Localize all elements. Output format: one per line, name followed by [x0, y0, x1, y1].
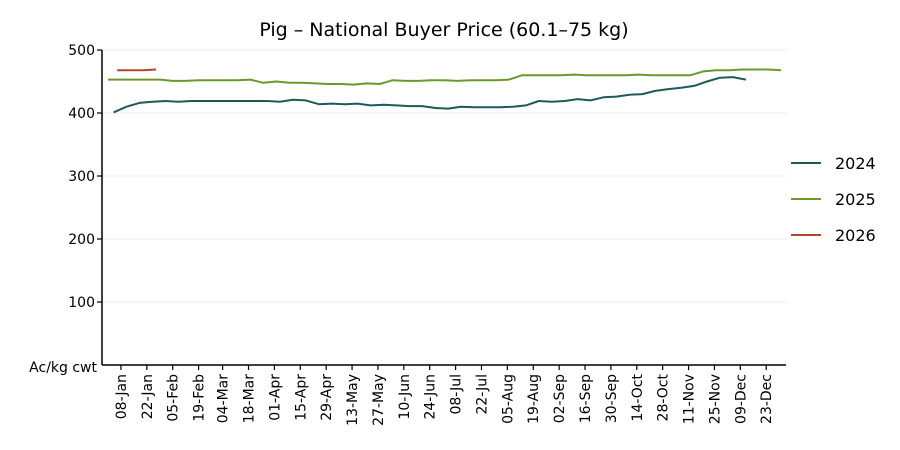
y-tick-label: 200 — [68, 232, 95, 248]
x-tick-label: 05-Aug — [500, 374, 516, 424]
x-tick-label: 22-Jul — [474, 374, 490, 415]
x-tick-label: 10-Jun — [397, 374, 413, 420]
y-tick-label: 300 — [68, 169, 95, 185]
x-tick-label: 24-Jun — [423, 374, 439, 420]
x-tick-label: 22-Jan — [140, 374, 156, 419]
x-tick-label: 27-May — [371, 374, 387, 426]
series-line-2026 — [117, 68, 157, 72]
x-tick-label: 15-Apr — [293, 374, 309, 421]
x-tick-label: 23-Dec — [759, 374, 775, 424]
x-tick-label: 13-May — [345, 374, 361, 426]
legend-label-2024: 2024 — [835, 154, 876, 173]
series-line-2024 — [113, 76, 747, 114]
gridlines — [102, 49, 786, 303]
x-axis-ticks: 08-Jan 22-Jan 05-Feb 19-Feb 04-Mar 18-Mar 01-A… — [114, 365, 775, 426]
y-tick-label: 400 — [68, 106, 95, 122]
x-tick-label: 25-Nov — [707, 374, 723, 424]
x-tick-label: 08-Jul — [449, 374, 465, 415]
x-tick-label: 30-Sep — [604, 374, 620, 423]
y-axis-label: Ac/kg cwt — [29, 360, 97, 376]
series-line-2025 — [108, 68, 782, 86]
x-tick-label: 04-Mar — [216, 374, 232, 424]
legend: 2024 2025 2026 — [791, 154, 876, 245]
series-lines — [108, 68, 782, 114]
x-tick-label: 19-Aug — [526, 374, 542, 424]
y-tick-label: 500 — [68, 43, 95, 59]
x-tick-label: 18-Mar — [242, 374, 258, 424]
x-tick-label: 11-Nov — [682, 374, 698, 424]
x-tick-label: 01-Apr — [267, 374, 283, 421]
x-tick-label: 08-Jan — [114, 374, 130, 419]
x-tick-label: 16-Sep — [578, 374, 594, 423]
x-tick-label: 05-Feb — [166, 374, 182, 422]
x-tick-label: 19-Feb — [192, 374, 208, 422]
x-tick-label: 29-Apr — [319, 374, 335, 421]
legend-label-2025: 2025 — [835, 190, 876, 209]
x-tick-label: 02-Sep — [552, 374, 568, 423]
y-axis-ticks: 100 200 300 400 500 — [68, 43, 102, 311]
legend-label-2026: 2026 — [835, 226, 876, 245]
chart-title: Pig – National Buyer Price (60.1–75 kg) — [259, 19, 628, 41]
y-tick-label: 100 — [68, 295, 95, 311]
x-tick-label: 09-Dec — [733, 374, 749, 424]
x-tick-label: 28-Oct — [656, 373, 672, 421]
x-tick-label: 14-Oct — [630, 373, 646, 421]
